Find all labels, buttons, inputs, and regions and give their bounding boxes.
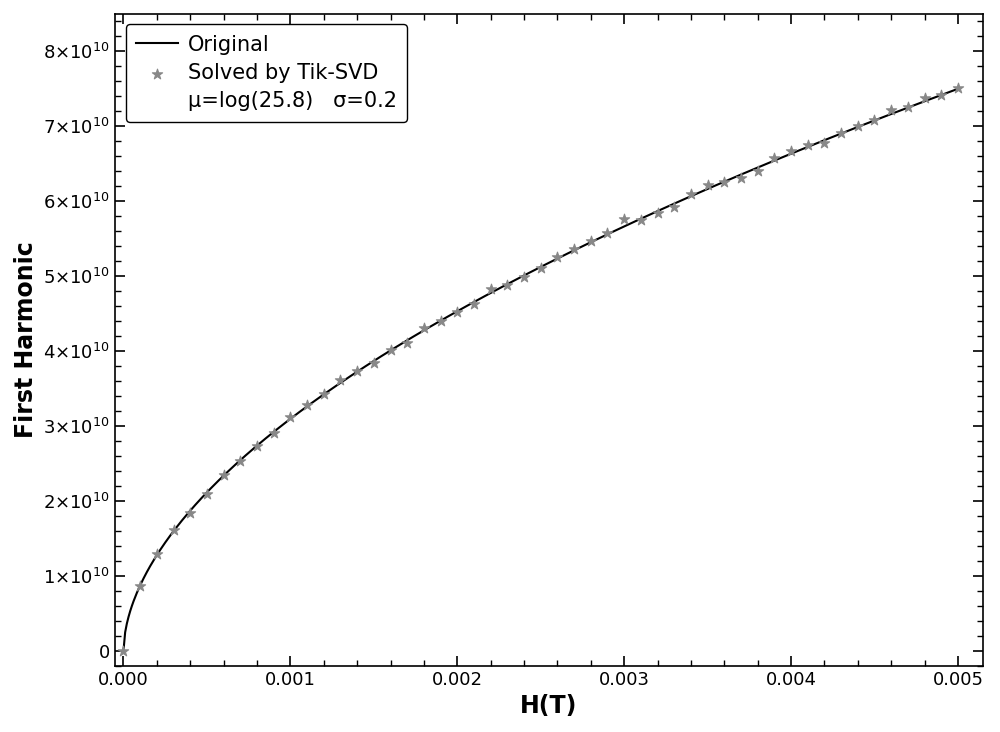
Solved by Tik-SVD — [349, 365, 365, 376]
Solved by Tik-SVD — [299, 399, 315, 411]
Solved by Tik-SVD — [232, 455, 248, 466]
Solved by Tik-SVD — [733, 172, 749, 184]
Solved by Tik-SVD — [366, 357, 382, 369]
Legend: Original, Solved by Tik-SVD, μ=log(25.8)   σ=0.2: Original, Solved by Tik-SVD, μ=log(25.8)… — [126, 24, 407, 122]
Solved by Tik-SVD — [115, 645, 131, 657]
Solved by Tik-SVD — [149, 548, 165, 560]
X-axis label: H(T): H(T) — [520, 694, 578, 718]
Solved by Tik-SVD — [182, 507, 198, 519]
Solved by Tik-SVD — [316, 389, 332, 400]
Solved by Tik-SVD — [499, 279, 515, 291]
Solved by Tik-SVD — [483, 283, 499, 295]
Original — [117, 646, 129, 655]
Solved by Tik-SVD — [900, 101, 916, 113]
Original — [952, 84, 964, 93]
Solved by Tik-SVD — [583, 235, 599, 247]
Solved by Tik-SVD — [883, 105, 899, 116]
Solved by Tik-SVD — [249, 440, 265, 452]
Original — [569, 245, 581, 254]
Solved by Tik-SVD — [216, 470, 232, 482]
Solved by Tik-SVD — [766, 152, 782, 164]
Solved by Tik-SVD — [700, 179, 716, 190]
Original — [519, 271, 531, 280]
Solved by Tik-SVD — [933, 89, 949, 100]
Solved by Tik-SVD — [566, 243, 582, 255]
Solved by Tik-SVD — [950, 82, 966, 94]
Line: Original: Original — [123, 89, 958, 651]
Solved by Tik-SVD — [800, 139, 816, 151]
Solved by Tik-SVD — [716, 176, 732, 188]
Solved by Tik-SVD — [633, 214, 649, 226]
Solved by Tik-SVD — [332, 375, 348, 386]
Solved by Tik-SVD — [383, 344, 399, 356]
Solved by Tik-SVD — [266, 427, 282, 439]
Solved by Tik-SVD — [449, 306, 465, 318]
Solved by Tik-SVD — [833, 127, 849, 138]
Original — [514, 273, 526, 282]
Solved by Tik-SVD — [416, 322, 432, 334]
Solved by Tik-SVD — [466, 298, 482, 310]
Y-axis label: First Harmonic: First Harmonic — [14, 242, 38, 438]
Solved by Tik-SVD — [433, 315, 449, 326]
Original — [801, 143, 813, 152]
Solved by Tik-SVD — [750, 165, 766, 176]
Original — [614, 224, 626, 233]
Solved by Tik-SVD — [816, 137, 832, 149]
Solved by Tik-SVD — [783, 145, 799, 157]
Solved by Tik-SVD — [850, 121, 866, 132]
Solved by Tik-SVD — [166, 524, 182, 536]
Solved by Tik-SVD — [199, 488, 215, 500]
Solved by Tik-SVD — [683, 188, 699, 200]
Solved by Tik-SVD — [282, 411, 298, 423]
Solved by Tik-SVD — [132, 580, 148, 591]
Solved by Tik-SVD — [516, 271, 532, 283]
Solved by Tik-SVD — [917, 92, 933, 104]
Solved by Tik-SVD — [650, 207, 666, 219]
Solved by Tik-SVD — [533, 262, 549, 274]
Solved by Tik-SVD — [549, 251, 565, 263]
Solved by Tik-SVD — [666, 201, 682, 212]
Solved by Tik-SVD — [616, 213, 632, 225]
Solved by Tik-SVD — [599, 227, 615, 239]
Original — [932, 92, 944, 101]
Solved by Tik-SVD — [399, 337, 415, 348]
Solved by Tik-SVD — [866, 113, 882, 125]
